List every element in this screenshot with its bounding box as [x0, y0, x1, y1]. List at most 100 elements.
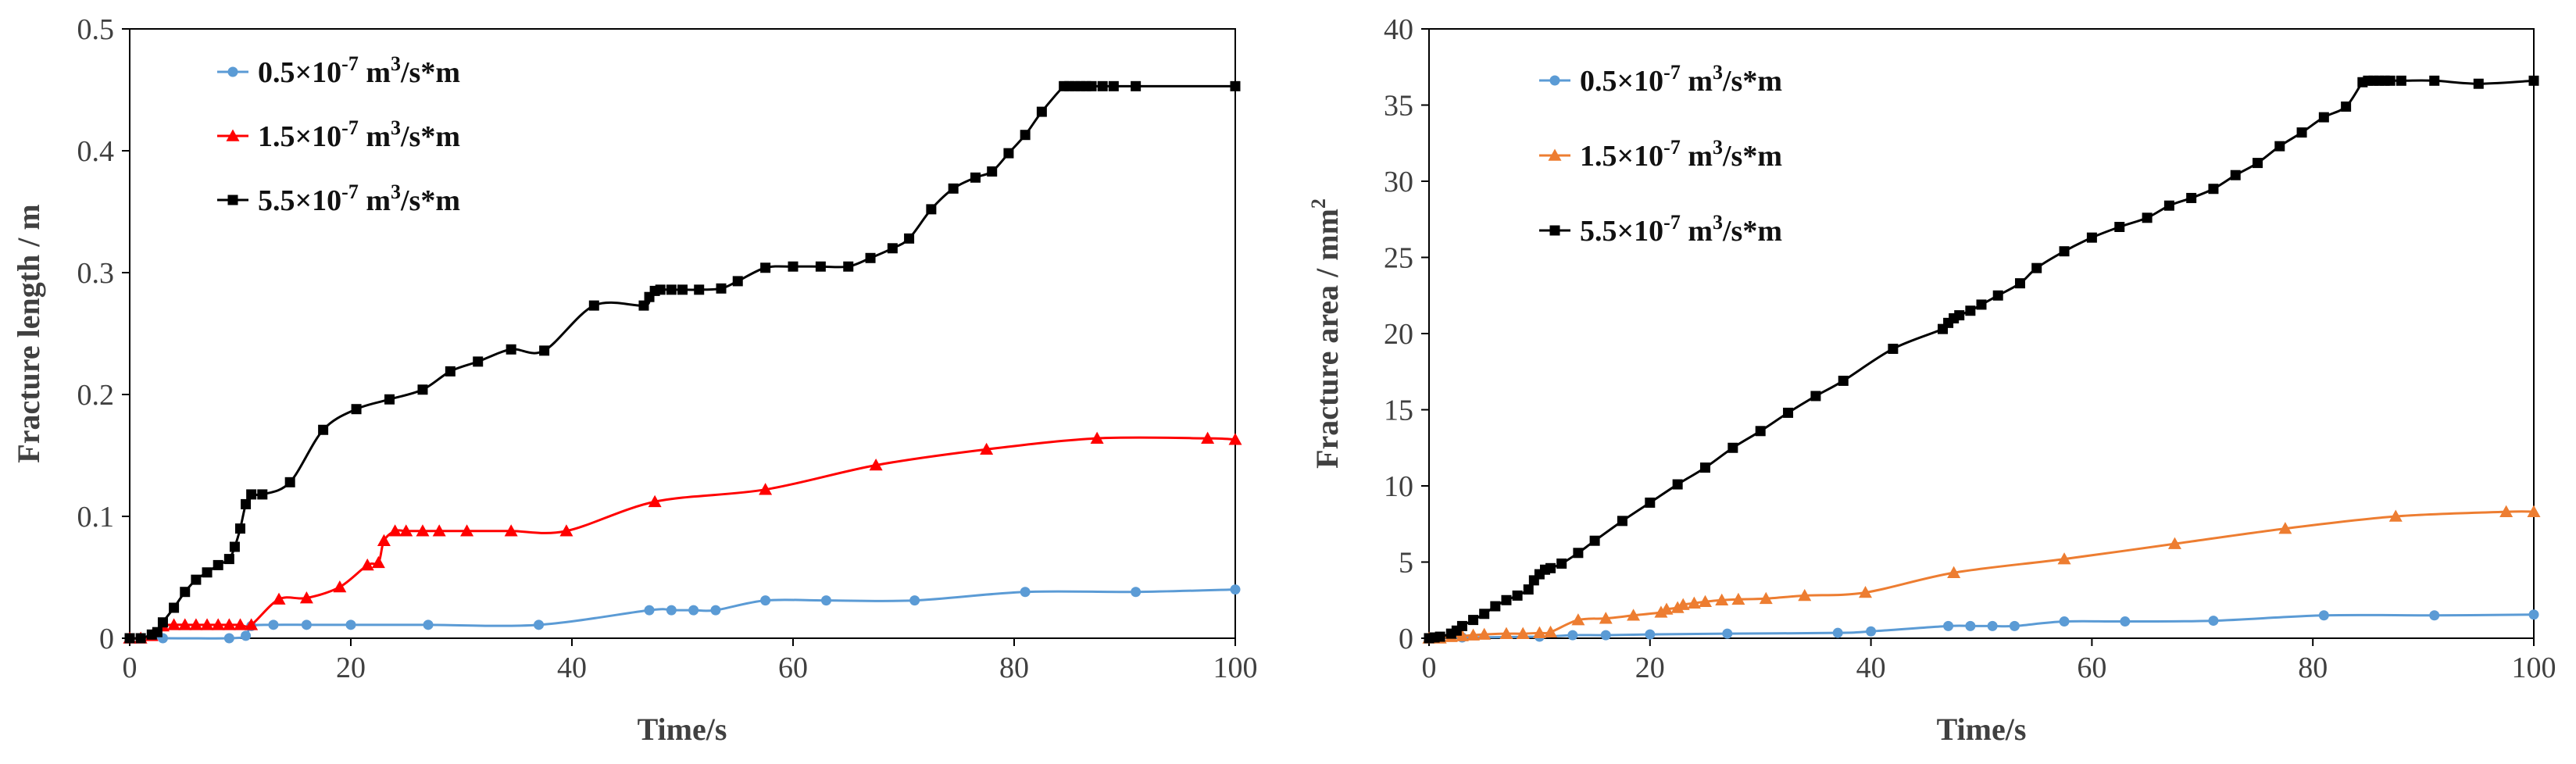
x-tick-label: 80 [2298, 652, 2328, 684]
x-tick-label: 40 [1856, 652, 1886, 684]
y-tick-label: 0 [99, 623, 114, 655]
data-point [1617, 516, 1627, 527]
data-point [1086, 80, 1097, 91]
data-point [333, 580, 347, 593]
series-3 [1424, 75, 2539, 644]
data-point [1654, 605, 1668, 618]
data-point [2031, 262, 2042, 273]
legend-label: 1.5×10-7 m3/s*m [258, 116, 460, 153]
data-point [377, 534, 391, 546]
data-point [760, 262, 771, 273]
data-point [843, 261, 854, 272]
data-point [2014, 278, 2025, 289]
data-point [644, 605, 655, 616]
data-point [152, 627, 163, 637]
data-point [970, 172, 981, 183]
x-axis-label: Time/s [1937, 712, 2027, 747]
data-point [2528, 609, 2539, 620]
data-point [760, 595, 771, 606]
data-point [1201, 431, 1215, 444]
data-point [1532, 626, 1546, 638]
series-3 [124, 80, 1241, 644]
y-axis-ticks: 0 5 10 15 20 25 30 35 40 [1384, 13, 1429, 655]
x-tick-label: 80 [999, 652, 1029, 684]
data-point [865, 252, 876, 263]
y-tick-label: 0.5 [77, 13, 115, 46]
data-point [299, 591, 313, 604]
data-point [1810, 391, 1821, 402]
data-point [301, 619, 312, 630]
data-point [2253, 158, 2263, 169]
data-point [460, 524, 474, 537]
data-point [432, 524, 446, 537]
data-point [759, 483, 773, 495]
data-point [2296, 127, 2307, 138]
data-point [1954, 310, 1965, 321]
x-tick-label: 100 [1213, 652, 1258, 684]
data-point [1036, 106, 1047, 117]
data-point [2163, 200, 2174, 211]
data-point [2059, 616, 2070, 627]
series-layer [123, 80, 1242, 644]
data-point [2186, 192, 2197, 203]
data-point [169, 602, 180, 613]
series-line [1428, 613, 2535, 640]
data-point [1976, 299, 1987, 310]
data-point [1670, 601, 1685, 613]
data-point [1512, 590, 1523, 601]
data-point [1859, 586, 1873, 598]
data-point [235, 523, 245, 534]
data-point [241, 498, 252, 509]
data-point [1131, 587, 1142, 598]
data-point [788, 261, 799, 272]
data-point [1699, 594, 1712, 607]
data-point [268, 619, 279, 630]
data-point [1003, 148, 1014, 159]
legend-item-2: 1.5×10-7 m3/s*m [217, 116, 460, 153]
y-tick-label: 5 [1399, 547, 1413, 580]
x-tick-label: 40 [557, 652, 587, 684]
legend-label: 1.5×10-7 m3/s*m [1580, 136, 1782, 173]
data-point [694, 284, 705, 295]
y-tick-label: 35 [1384, 90, 1413, 123]
data-point [1965, 620, 1976, 631]
data-point [2499, 505, 2513, 517]
data-point [559, 524, 573, 537]
data-point [1645, 497, 1656, 508]
data-point [1490, 601, 1501, 612]
data-point [2230, 170, 2241, 180]
y-tick-label: 0.4 [77, 135, 115, 168]
y-tick-label: 0.3 [77, 257, 115, 290]
legend-item-1: 0.5×10-7 m3/s*m [1539, 61, 1782, 98]
legend-marker [1549, 75, 1560, 86]
data-point [909, 595, 920, 606]
data-point [1687, 596, 1701, 609]
x-axis-label: Time/s [638, 712, 727, 747]
data-point [1434, 631, 1445, 642]
data-point [2208, 616, 2219, 627]
data-point [1722, 628, 1733, 639]
series-line [1428, 510, 2535, 640]
data-point [416, 524, 430, 537]
data-point [716, 283, 727, 294]
y-tick-label: 15 [1384, 394, 1413, 427]
data-point [980, 442, 994, 455]
data-point [223, 554, 234, 565]
data-point [1230, 80, 1241, 91]
data-point [1600, 630, 1611, 641]
x-tick-label: 20 [336, 652, 366, 684]
data-point [1599, 612, 1613, 624]
y-tick-label: 25 [1384, 242, 1413, 275]
data-point [666, 284, 677, 295]
data-point [1477, 627, 1492, 640]
data-point [1965, 305, 1976, 316]
data-point [178, 618, 192, 630]
data-point [504, 524, 518, 537]
series-1 [124, 584, 1241, 644]
data-point [211, 618, 225, 630]
data-point [1987, 620, 1998, 631]
data-point [539, 345, 550, 356]
data-point [887, 243, 898, 254]
data-point [1943, 620, 1954, 631]
data-point [648, 494, 662, 508]
